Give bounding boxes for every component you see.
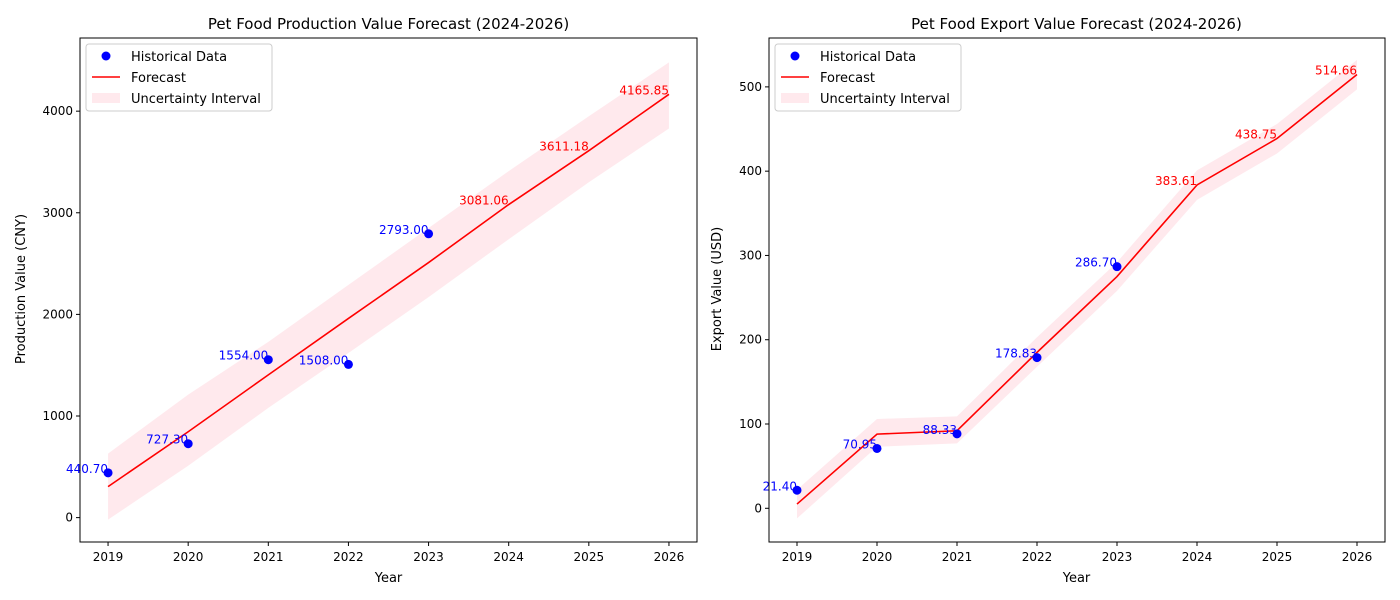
legend-historical-marker bbox=[790, 51, 800, 61]
y-axis-label: Production Value (CNY) bbox=[14, 214, 29, 364]
x-tick-label: 2019 bbox=[782, 550, 813, 564]
y-tick-label: 500 bbox=[739, 80, 762, 94]
forecast-data-label: 4165.85 bbox=[619, 83, 669, 97]
historical-point bbox=[424, 229, 434, 239]
historical-data-label: 286.70 bbox=[1075, 256, 1117, 270]
y-tick-label: 4000 bbox=[42, 104, 73, 118]
forecast-line bbox=[107, 93, 670, 488]
x-tick-label: 2026 bbox=[654, 550, 685, 564]
historical-data-label: 21.40 bbox=[763, 479, 797, 493]
x-tick-label: 2023 bbox=[1102, 550, 1133, 564]
y-tick-label: 300 bbox=[739, 248, 762, 262]
legend-interval-label: Uncertainty Interval bbox=[820, 92, 950, 107]
y-tick-label: 200 bbox=[739, 333, 762, 347]
axes-frame bbox=[768, 37, 1386, 543]
historical-point bbox=[872, 443, 882, 453]
uncertainty-band bbox=[797, 59, 1357, 519]
x-axis-label: Year bbox=[1062, 571, 1091, 586]
x-tick-label: 2022 bbox=[333, 550, 364, 564]
historical-data-label: 70.95 bbox=[843, 437, 877, 451]
historical-data-label: 2793.00 bbox=[379, 223, 429, 237]
legend-historical-label: Historical Data bbox=[131, 50, 227, 65]
historical-data-label: 178.83 bbox=[995, 347, 1037, 361]
legend-interval-marker bbox=[92, 93, 120, 103]
x-tick-label: 2022 bbox=[1022, 550, 1053, 564]
x-tick-label: 2026 bbox=[1342, 550, 1373, 564]
historical-data-label: 88.33 bbox=[923, 423, 957, 437]
legend-box bbox=[85, 43, 273, 112]
historical-point bbox=[952, 429, 962, 439]
production-chart: Pet Food Production Value Forecast (2024… bbox=[14, 15, 698, 586]
legend-forecast-label: Forecast bbox=[820, 71, 875, 86]
export-chart: Pet Food Export Value Forecast (2024-202… bbox=[710, 15, 1386, 586]
x-axis-label: Year bbox=[374, 571, 403, 586]
historical-data-label: 1508.00 bbox=[299, 353, 349, 367]
y-tick-label: 2000 bbox=[42, 307, 73, 321]
x-tick-label: 2025 bbox=[1262, 550, 1293, 564]
y-tick-label: 0 bbox=[754, 501, 762, 515]
historical-point bbox=[1112, 262, 1122, 272]
forecast-data-label: 438.75 bbox=[1235, 128, 1277, 142]
x-tick-label: 2019 bbox=[93, 550, 124, 564]
x-tick-label: 2024 bbox=[1182, 550, 1213, 564]
chart-title: Pet Food Production Value Forecast (2024… bbox=[208, 15, 569, 33]
historical-point bbox=[103, 468, 113, 478]
historical-point bbox=[1032, 353, 1042, 363]
historical-point bbox=[183, 439, 193, 449]
y-tick-label: 400 bbox=[739, 164, 762, 178]
forecast-data-label: 3081.06 bbox=[459, 194, 509, 208]
y-axis-label: Export Value (USD) bbox=[710, 227, 725, 351]
chart-title: Pet Food Export Value Forecast (2024-202… bbox=[911, 15, 1242, 33]
historical-point bbox=[792, 485, 802, 495]
legend-forecast-label: Forecast bbox=[131, 71, 186, 86]
y-tick-label: 100 bbox=[739, 417, 762, 431]
legend-historical-marker bbox=[101, 51, 111, 61]
x-tick-label: 2021 bbox=[253, 550, 284, 564]
x-tick-label: 2020 bbox=[173, 550, 204, 564]
historical-data-label: 1554.00 bbox=[219, 349, 269, 363]
y-tick-label: 3000 bbox=[42, 206, 73, 220]
x-tick-label: 2025 bbox=[574, 550, 605, 564]
historical-data-label: 727.30 bbox=[146, 433, 188, 447]
forecast-data-label: 383.61 bbox=[1155, 174, 1197, 188]
axes-frame bbox=[79, 37, 698, 543]
legend: Historical Data Forecast Uncertainty Inter… bbox=[85, 43, 273, 112]
x-tick-label: 2023 bbox=[413, 550, 444, 564]
legend-interval-marker bbox=[781, 93, 809, 103]
forecast-data-label: 3611.18 bbox=[539, 140, 589, 154]
x-tick-label: 2021 bbox=[942, 550, 973, 564]
historical-point bbox=[263, 355, 273, 365]
historical-data-label: 440.70 bbox=[66, 462, 108, 476]
legend-interval-label: Uncertainty Interval bbox=[131, 92, 261, 107]
forecast-line bbox=[796, 73, 1358, 505]
legend-box bbox=[774, 43, 962, 112]
y-tick-label: 1000 bbox=[42, 409, 73, 423]
forecast-data-label: 514.66 bbox=[1315, 64, 1357, 78]
y-tick-label: 0 bbox=[65, 511, 73, 525]
legend-historical-label: Historical Data bbox=[820, 50, 916, 65]
x-tick-label: 2024 bbox=[493, 550, 524, 564]
legend: Historical Data Forecast Uncertainty Inter… bbox=[774, 43, 962, 112]
x-tick-label: 2020 bbox=[862, 550, 893, 564]
historical-point bbox=[343, 359, 353, 369]
